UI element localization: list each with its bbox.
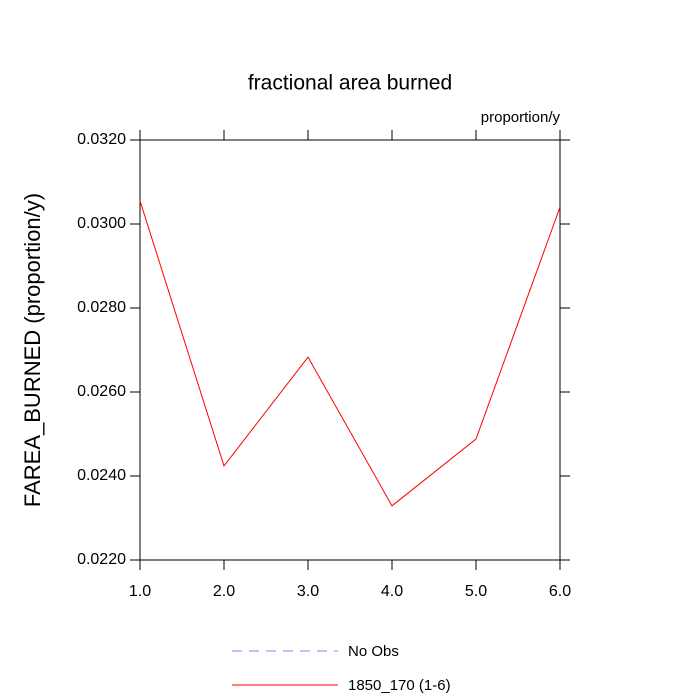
y-tick-label: 0.0300	[77, 215, 126, 232]
y-tick-label: 0.0260	[77, 383, 126, 400]
y-tick-label: 0.0240	[77, 467, 126, 484]
legend-label: No Obs	[348, 643, 399, 660]
chart-title: fractional area burned	[248, 72, 452, 95]
series-line	[139, 200, 561, 507]
x-tick-label: 1.0	[129, 583, 151, 600]
y-tick-label: 0.0320	[77, 131, 126, 148]
x-tick-label: 5.0	[465, 583, 487, 600]
x-tick-label: 6.0	[549, 583, 571, 600]
units-label: proportion/y	[481, 109, 561, 126]
plot-frame	[139, 139, 561, 561]
y-tick-label: 0.0220	[77, 551, 126, 568]
x-tick-label: 3.0	[297, 583, 319, 600]
y-axis-label: FAREA_BURNED (proportion/y)	[20, 193, 45, 507]
y-tick-label: 0.0280	[77, 299, 126, 316]
x-tick-label: 4.0	[381, 583, 403, 600]
x-tick-label: 2.0	[213, 583, 235, 600]
legend-label: 1850_170 (1-6)	[348, 677, 451, 694]
